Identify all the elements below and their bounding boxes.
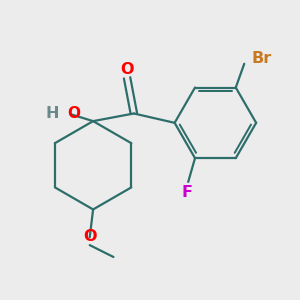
- Text: O: O: [68, 106, 81, 121]
- Text: H: H: [46, 106, 59, 121]
- Text: O: O: [83, 229, 97, 244]
- Text: F: F: [182, 184, 193, 200]
- Text: Br: Br: [251, 51, 271, 66]
- Text: O: O: [120, 62, 134, 77]
